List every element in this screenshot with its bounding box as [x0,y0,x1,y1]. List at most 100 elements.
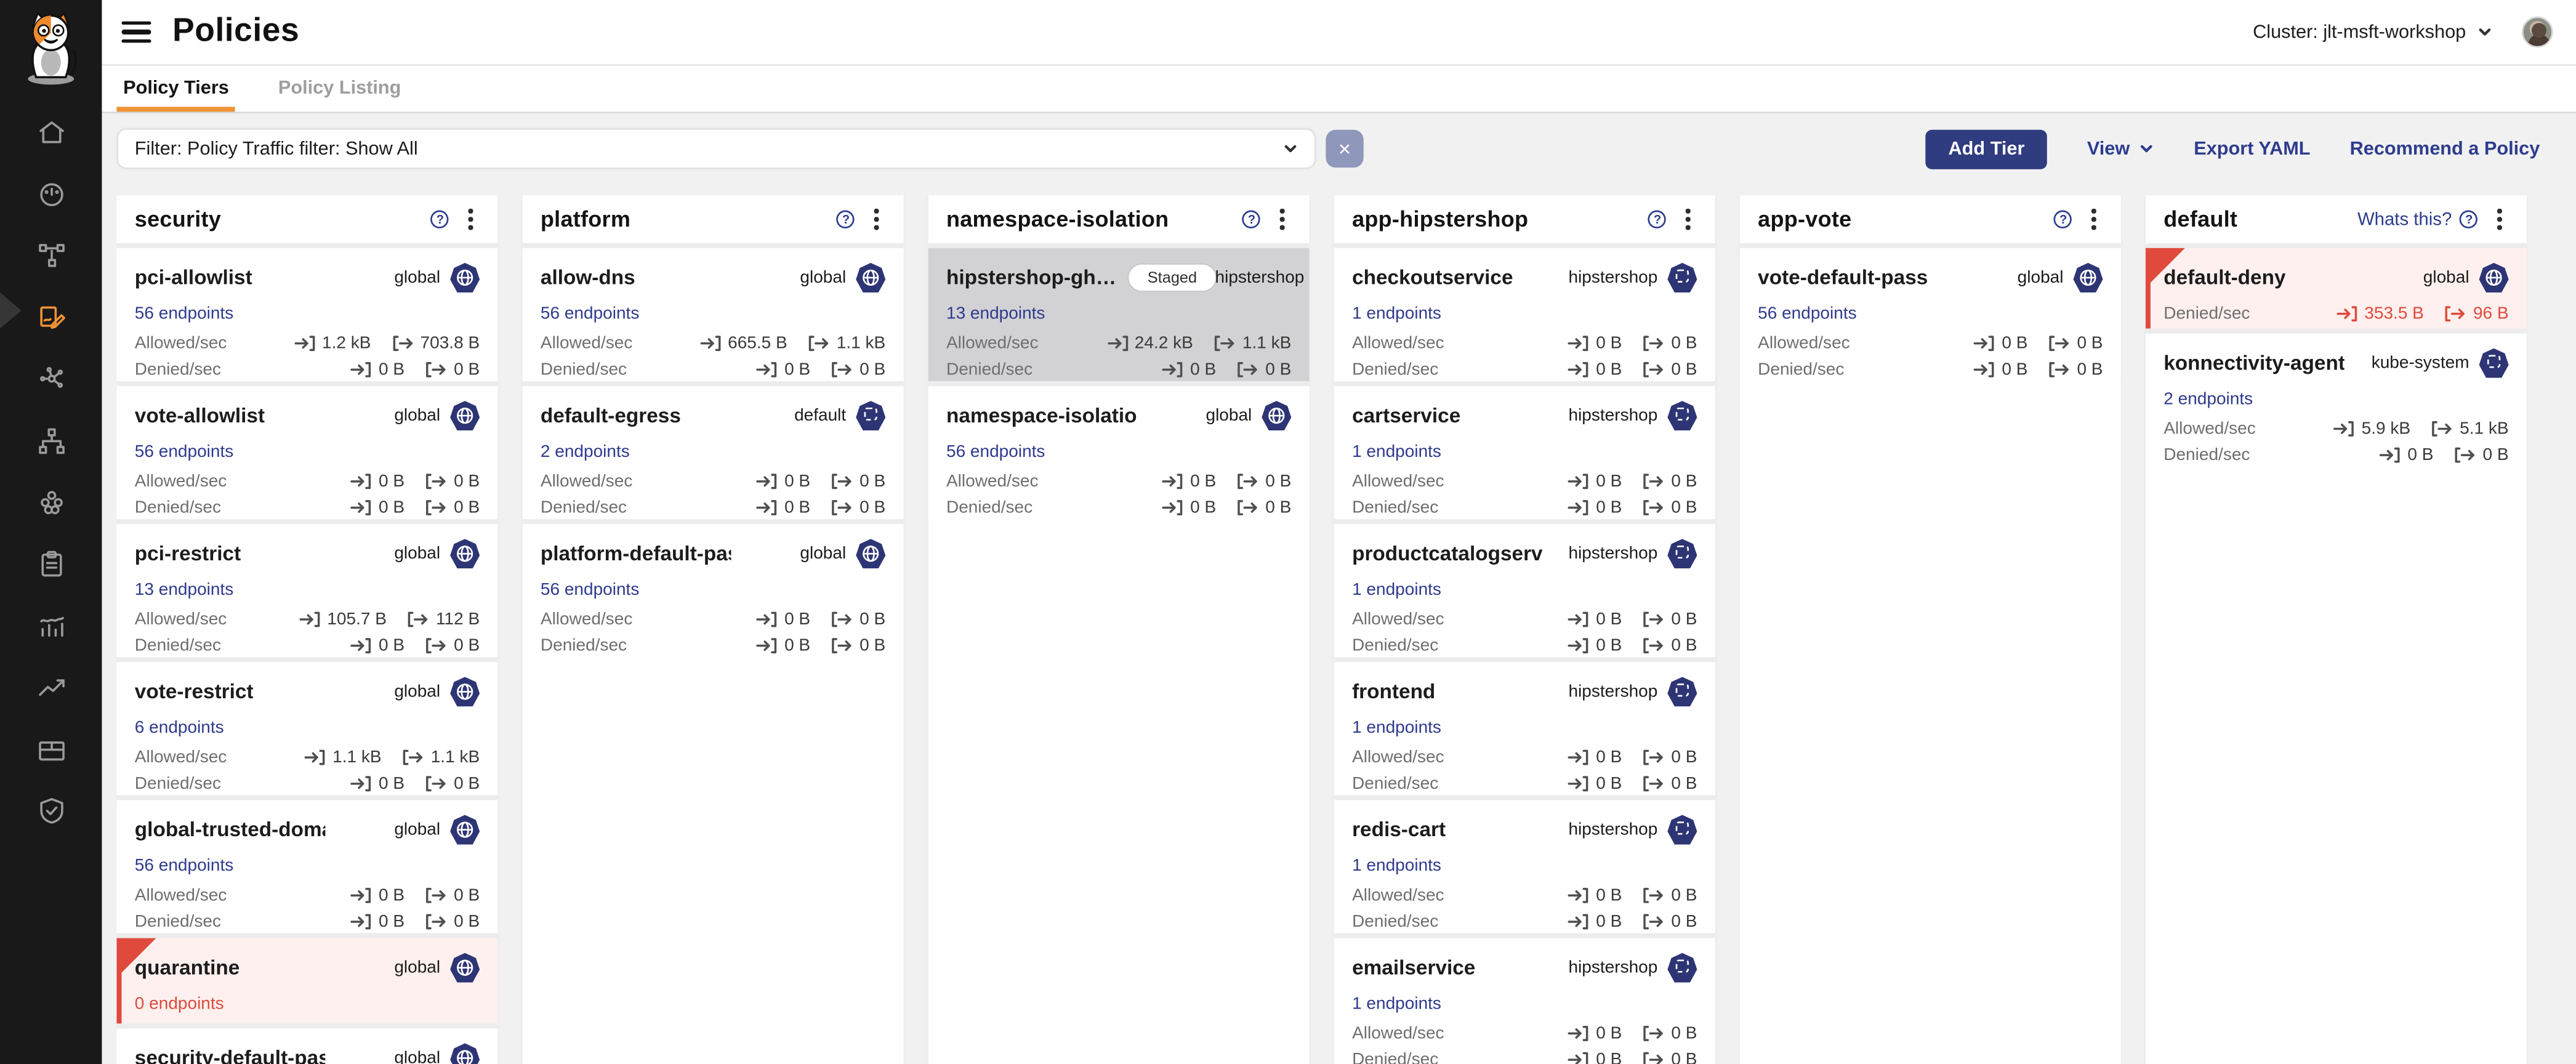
home-icon[interactable] [0,102,102,163]
endpoints-link[interactable]: 56 endpoints [135,442,480,462]
tab-policy-tiers[interactable]: Policy Tiers [116,66,235,112]
ingress-icon [1162,499,1184,515]
policy-card-redis-cart[interactable]: redis-cart hipstershop 1 endpoints Allow… [1334,795,1715,933]
endpoints-link[interactable]: 56 endpoints [135,856,480,876]
recommend-policy-button[interactable]: Recommend a Policy [2350,139,2540,158]
dashboard-icon[interactable] [0,164,102,225]
namespace-scope-icon [1667,815,1697,845]
traffic-rows: Allowed/sec 24.2 kB 1.1 kB Denied/sec 0 … [946,334,1291,379]
service-graph-icon[interactable] [0,225,102,287]
traffic-values: 0 B 0 B [351,497,480,517]
traffic-row: Allowed/sec 0 B 0 B [1352,885,1697,905]
calico-cat-logo [0,0,102,95]
endpoints-link[interactable]: 2 endpoints [541,442,885,462]
policy-card-vote-default-pass[interactable]: vote-default-pass global 56 endpoints Al… [1740,248,2121,381]
network-icon[interactable] [0,349,102,410]
policy-card-productcatalogservice[interactable]: productcatalogservice hipstershop 1 endp… [1334,519,1715,657]
tier-menu-kebab-icon[interactable] [868,203,885,236]
endpoints-link[interactable]: 6 endpoints [135,718,480,738]
whats-this-link[interactable]: ? [829,211,855,228]
policy-filter-dropdown[interactable]: Filter: Policy Traffic filter: Show All [116,128,1316,169]
whats-this-link[interactable]: ? [1640,211,1667,228]
policy-card-platform-default-pass[interactable]: platform-default-pass global 56 endpoint… [523,519,904,657]
endpoints-link[interactable]: 13 endpoints [946,304,1291,324]
endpoints-link[interactable]: 1 endpoints [1352,580,1697,600]
traffic-values: 0 B 0 B [1568,635,1697,655]
workloads-icon[interactable] [0,472,102,533]
endpoints-icon[interactable] [0,410,102,472]
endpoints-link[interactable]: 56 endpoints [946,442,1291,462]
tier-menu-kebab-icon[interactable] [2085,203,2103,236]
trends-icon[interactable] [0,656,102,718]
policy-card-default-egress[interactable]: default-egress default 2 endpoints Allow… [523,381,904,519]
egress-icon [1643,335,1665,352]
policy-card-emailservice[interactable]: emailservice hipstershop 1 endpoints All… [1334,933,1715,1064]
egress-value-group: 0 B [426,472,480,491]
egress-icon [426,637,448,653]
endpoints-link[interactable]: 2 endpoints [2163,389,2508,409]
ingress-value-group: 1.2 kB [294,334,371,353]
policy-card-quarantine[interactable]: quarantine global 0 endpoints [116,933,497,1024]
policy-card-hipstershop-gh[interactable]: hipstershop-gh… Staged hipstershop 13 en… [928,248,1310,381]
policy-card-vote-restrict[interactable]: vote-restrict global 6 endpoints Allowed… [116,657,497,795]
tier-menu-kebab-icon[interactable] [462,203,480,236]
policy-card-pci-restrict[interactable]: pci-restrict global 13 endpoints Allowed… [116,519,497,657]
cluster-selector[interactable]: Cluster: jlt-msft-workshop [2243,20,2502,43]
endpoints-link[interactable]: 1 endpoints [1352,442,1697,462]
endpoints-link[interactable]: 56 endpoints [541,304,885,324]
traffic-row: Allowed/sec 24.2 kB 1.1 kB [946,334,1291,353]
whats-this-link[interactable]: ? [423,211,449,228]
policy-card-global-trusted-domains[interactable]: global-trusted-domains global 56 endpoin… [116,795,497,933]
ingress-icon [299,611,321,628]
egress-value: 0 B [1671,748,1697,767]
traffic-row: Denied/sec 0 B 0 B [135,359,480,379]
clear-filter-button[interactable]: × [1326,130,1363,167]
storage-icon[interactable] [0,718,102,780]
endpoints-link[interactable]: 56 endpoints [135,304,480,324]
tier-menu-kebab-icon[interactable] [2491,203,2508,236]
whats-this-link[interactable]: ? [2046,211,2072,228]
threat-defense-icon[interactable] [0,780,102,841]
endpoints-link[interactable]: 13 endpoints [135,580,480,600]
tier-menu-kebab-icon[interactable] [1680,203,1697,236]
traffic-row: Denied/sec 0 B 0 B [1352,911,1697,931]
endpoints-link[interactable]: 1 endpoints [1352,994,1697,1014]
policy-card-checkoutservice[interactable]: checkoutservice hipstershop 1 endpoints … [1334,248,1715,381]
compliance-icon[interactable] [0,533,102,595]
policy-card-namespace-isolation-default-p[interactable]: namespace-isolation-default-p… global 56… [928,381,1310,519]
policy-card-allow-dns[interactable]: allow-dns global 56 endpoints Allowed/se… [523,248,904,381]
hamburger-menu-icon[interactable] [121,20,151,43]
whats-this-link[interactable]: ? [1234,211,1261,228]
policy-card-vote-allowlist[interactable]: vote-allowlist global 56 endpoints Allow… [116,381,497,519]
policy-card-konnectivity-agent[interactable]: konnectivity-agent kube-system 2 endpoin… [2146,329,2527,467]
endpoints-link[interactable]: 0 endpoints [135,994,480,1014]
policy-card-pci-allowlist[interactable]: pci-allowlist global 56 endpoints Allowe… [116,248,497,381]
endpoints-link[interactable]: 1 endpoints [1352,856,1697,876]
policy-card-cartservice[interactable]: cartservice hipstershop 1 endpoints Allo… [1334,381,1715,519]
ingress-icon [757,473,778,490]
tier-header: platform ? [523,196,904,248]
traffic-row: Allowed/sec 0 B 0 B [135,472,480,491]
add-tier-button[interactable]: Add Tier [1925,129,2048,168]
statistics-icon[interactable] [0,595,102,656]
view-dropdown-button[interactable]: View [2087,139,2154,158]
egress-value: 0 B [1671,1049,1697,1064]
endpoints-link[interactable]: 56 endpoints [541,580,885,600]
whats-this-link[interactable]: Whats this? ? [2357,209,2478,229]
ingress-value: 0 B [1596,472,1622,491]
user-avatar[interactable] [2522,17,2553,48]
endpoints-link[interactable]: 56 endpoints [1758,304,2103,324]
ingress-value-group: 0 B [1568,359,1622,379]
policy-card-security-default-pass[interactable]: security-default-pass global [116,1023,497,1064]
export-yaml-button[interactable]: Export YAML [2194,139,2310,158]
ingress-value-group: 0 B [351,497,405,517]
tier-menu-kebab-icon[interactable] [1274,203,1291,236]
traffic-values: 665.5 B 1.1 kB [700,334,885,353]
tier-cards: default-deny global Denied/sec 353.5 B 9… [2146,248,2527,1064]
policy-card-default-deny[interactable]: default-deny global Denied/sec 353.5 B 9… [2146,248,2527,329]
policy-card-frontend[interactable]: frontend hipstershop 1 endpoints Allowed… [1334,657,1715,795]
endpoints-link[interactable]: 1 endpoints [1352,304,1697,324]
endpoints-link[interactable]: 1 endpoints [1352,718,1697,738]
tab-policy-listing[interactable]: Policy Listing [272,66,408,112]
globe-scope-icon [856,263,885,292]
